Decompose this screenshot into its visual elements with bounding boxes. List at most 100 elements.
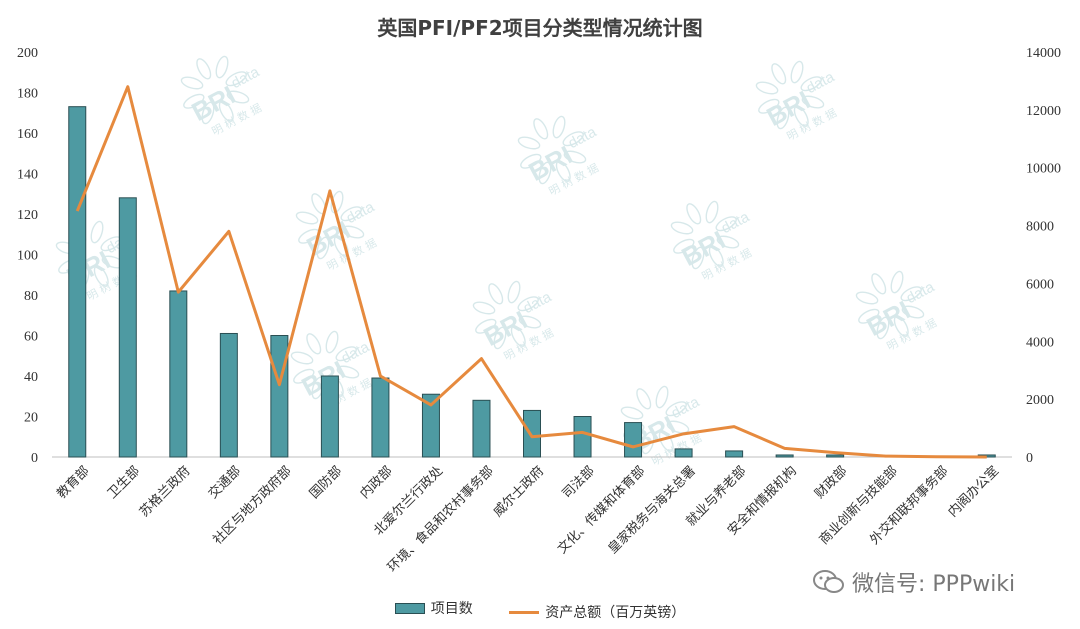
bar-project-count [775, 454, 794, 458]
y-right-tick-label: 4000 [1026, 335, 1054, 350]
y-left-tick-label: 160 [17, 127, 38, 142]
y-right-tick-label: 10000 [1026, 162, 1061, 177]
watermark-leaf [801, 95, 825, 109]
watermark-leaf [215, 55, 229, 79]
watermark-leaf [340, 206, 362, 222]
watermark-leaf [641, 431, 655, 455]
x-tick-label: 卫生部 [105, 464, 143, 502]
watermark-leaf [636, 388, 652, 410]
watermark-leaf [800, 76, 822, 92]
watermark-leaf [306, 333, 322, 355]
watermark-brand-suffix: data [804, 68, 838, 97]
x-tick-label: 财政部 [812, 464, 850, 502]
watermark-leaf [758, 98, 780, 114]
line-layer [75, 85, 987, 459]
chart-title: 英国PFI/PF2项目分类型情况统计图 [377, 16, 703, 40]
wechat-icon [813, 570, 844, 593]
watermark-leaf [475, 318, 497, 334]
x-tick-label: 司法部 [560, 464, 598, 502]
watermark-leaf [293, 368, 315, 384]
watermark-leaf [325, 330, 339, 354]
y-left-tick-label: 120 [17, 208, 38, 223]
watermark-brand-suffix: data [339, 338, 373, 367]
y-left-tick-label: 60 [24, 330, 38, 345]
watermark-leaf [776, 106, 790, 130]
watermark-leaf [901, 305, 925, 319]
bar-project-count [421, 393, 440, 458]
watermark-leaf [218, 100, 234, 122]
bar-project-count [219, 332, 238, 458]
y-left-tick-label: 80 [24, 289, 38, 304]
watermark-leaf [520, 153, 542, 169]
watermark-leaf [493, 326, 507, 350]
watermark-leaf [316, 236, 330, 260]
y-right-tick-label: 6000 [1026, 277, 1054, 292]
watermark-leaf [472, 301, 496, 315]
watermark-leaf [183, 93, 205, 109]
watermark-leaf [890, 270, 904, 294]
legend-swatch-bars [394, 602, 425, 614]
watermark-leaf [180, 76, 204, 90]
x-tick-label: 国防部 [306, 463, 345, 502]
legend-label-bars: 项目数 [430, 601, 473, 617]
y-left-tick-label: 40 [24, 370, 38, 385]
watermark-leaf [488, 283, 504, 305]
watermark-leaf [858, 308, 880, 324]
watermark-leaf [876, 316, 890, 340]
watermark-leaf [201, 101, 215, 125]
watermark-leaf [771, 63, 787, 85]
watermark-leaf [552, 115, 566, 139]
bar-project-count [624, 422, 643, 458]
watermark-leaf [900, 286, 922, 302]
watermark-leaf [538, 161, 552, 185]
watermark-leaf [871, 273, 887, 295]
bar-project-count [573, 416, 592, 458]
bar-project-count [523, 409, 541, 458]
watermark-leaf [620, 406, 644, 420]
watermark-leaf [517, 296, 539, 312]
watermark-leaf [790, 60, 804, 84]
y-left-tick-label: 180 [17, 87, 38, 102]
watermark-leaf [691, 246, 705, 270]
bar-project-count [472, 399, 491, 458]
watermark-leaf [533, 118, 549, 140]
watermark-leaf [562, 131, 584, 147]
watermark-brand-suffix: data [669, 393, 703, 422]
bars-layer [68, 106, 996, 458]
watermark-leaf [686, 203, 702, 225]
bar-project-count [169, 290, 188, 458]
watermark-leaf [341, 225, 365, 239]
watermark-leaf [855, 291, 879, 305]
watermark-brand-suffix: data [719, 208, 753, 237]
watermark-leaf [225, 71, 247, 87]
watermark-brand-suffix: data [521, 288, 555, 317]
watermark-leaf [517, 136, 541, 150]
bar-project-count [320, 375, 339, 458]
y-left-tick-label: 0 [31, 451, 38, 466]
chart-legend: 项目数 资产总额（百万英镑） [0, 598, 1080, 622]
watermark-leaf [93, 265, 109, 287]
watermark-leaf [555, 160, 571, 182]
x-tick-label: 威尔士政府 [491, 464, 548, 521]
watermark-leaf [507, 280, 521, 304]
watermark-leaf [705, 200, 719, 224]
legend-swatch-line [509, 610, 540, 614]
watermark-brand-suffix: data [229, 63, 263, 92]
x-tick-label: 文化、传媒和体育部 [554, 463, 648, 557]
bar-project-count [826, 454, 845, 458]
bar-project-count [674, 448, 693, 458]
watermark-leaf [666, 420, 690, 434]
watermark-leaf [755, 81, 779, 95]
watermark-leaf [658, 430, 674, 452]
watermark-brand-suffix: data [904, 278, 938, 307]
y-right-tick-label: 12000 [1026, 104, 1061, 119]
y-left-tick-label: 140 [17, 168, 38, 183]
axes-layer: 0204060801001201401601802000200040006000… [17, 46, 1061, 466]
